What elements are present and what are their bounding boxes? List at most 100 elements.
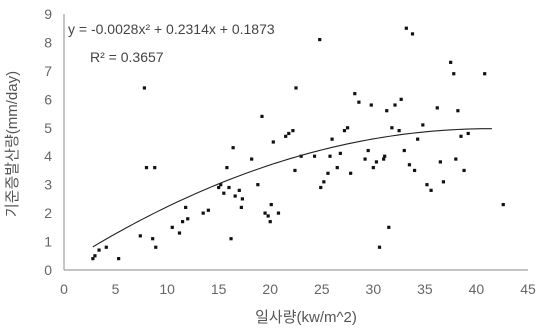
x-tick-label: 45 — [520, 281, 536, 297]
data-point — [377, 245, 382, 249]
x-tick-label: 35 — [417, 281, 433, 297]
data-point — [154, 245, 158, 249]
data-point — [369, 103, 373, 107]
data-point — [237, 188, 241, 192]
data-point — [222, 191, 226, 195]
y-tick-label: 5 — [44, 120, 52, 136]
data-point — [330, 137, 334, 141]
y-tick-label: 7 — [44, 63, 52, 79]
data-point — [287, 131, 291, 136]
data-point — [269, 202, 273, 207]
data-point — [263, 211, 267, 215]
x-tick-label: 0 — [60, 281, 68, 297]
data-point — [219, 183, 223, 187]
data-point — [151, 237, 155, 241]
data-point — [456, 109, 460, 113]
data-point — [93, 254, 97, 258]
data-point — [399, 97, 403, 101]
data-point — [268, 220, 272, 224]
data-point — [390, 126, 394, 130]
r-squared-label: R² = 0.3657 — [90, 49, 164, 65]
x-tick-label: 10 — [159, 281, 175, 297]
x-tick-label: 25 — [314, 281, 330, 297]
data-point — [284, 134, 288, 138]
data-point — [153, 166, 157, 170]
data-point — [312, 154, 317, 158]
data-point — [240, 197, 244, 201]
data-point — [353, 92, 357, 96]
data-point — [410, 32, 415, 36]
data-point — [357, 100, 361, 104]
data-point — [382, 157, 386, 161]
data-point — [318, 38, 322, 42]
data-point — [385, 109, 389, 113]
y-tick-label: 8 — [44, 34, 52, 50]
data-point — [483, 72, 487, 76]
data-point — [387, 225, 391, 229]
y-axis-title: 기준증발산량(mm/day) — [4, 71, 21, 217]
y-tick-label: 1 — [44, 234, 52, 250]
data-point — [138, 234, 142, 238]
data-point — [177, 231, 182, 235]
data-point — [293, 168, 297, 173]
data-point — [435, 106, 439, 110]
x-tick-labels: 0 5 10 15 20 25 30 35 40 45 — [60, 281, 536, 297]
data-point — [186, 217, 190, 221]
data-point — [407, 163, 412, 167]
data-point — [217, 185, 221, 190]
data-point — [97, 248, 101, 252]
data-point — [402, 148, 406, 153]
data-point — [291, 129, 295, 133]
y-tick-label: 4 — [44, 148, 52, 164]
data-point — [250, 157, 254, 161]
data-point — [276, 211, 281, 215]
data-point — [271, 140, 275, 144]
data-point — [231, 146, 235, 150]
trendline-equation: y = -0.0028x² + 0.2314x + 0.1873 — [68, 21, 275, 37]
data-point — [371, 166, 375, 170]
data-point — [170, 225, 174, 229]
data-point — [449, 60, 453, 64]
y-tick-label: 6 — [44, 91, 52, 107]
x-tick-label: 40 — [469, 281, 485, 297]
y-tick-label: 9 — [44, 6, 52, 22]
data-point — [421, 123, 425, 127]
data-point — [104, 245, 108, 249]
data-point — [144, 166, 149, 170]
data-point — [425, 183, 429, 187]
trendline — [92, 128, 492, 248]
x-tick-label: 30 — [366, 281, 382, 297]
data-point — [256, 183, 260, 187]
data-point — [412, 168, 417, 173]
y-tick-label: 3 — [44, 177, 52, 193]
data-point — [374, 160, 379, 164]
data-point — [227, 185, 231, 190]
data-point — [117, 257, 121, 261]
x-tick-label: 20 — [262, 281, 278, 297]
data-point — [260, 114, 264, 118]
data-point — [501, 202, 505, 207]
x-axis-title: 일사량(kw/m^2) — [255, 309, 357, 326]
data-point — [233, 194, 237, 198]
data-point — [294, 86, 298, 90]
data-point — [91, 257, 95, 261]
data-point — [328, 154, 332, 158]
data-point — [459, 134, 463, 138]
data-point — [416, 137, 420, 141]
data-point — [319, 185, 323, 190]
data-point — [206, 208, 210, 212]
x-tick-label: 5 — [112, 281, 120, 297]
data-point — [349, 171, 353, 175]
data-point — [142, 86, 147, 90]
data-point — [239, 205, 243, 210]
data-point — [466, 131, 470, 136]
x-tick-label: 15 — [211, 281, 227, 297]
data-point — [429, 188, 433, 192]
data-point — [462, 168, 466, 173]
data-point — [454, 157, 458, 161]
y-tick-label: 0 — [44, 262, 52, 278]
axes — [63, 14, 528, 271]
data-point — [393, 103, 397, 107]
